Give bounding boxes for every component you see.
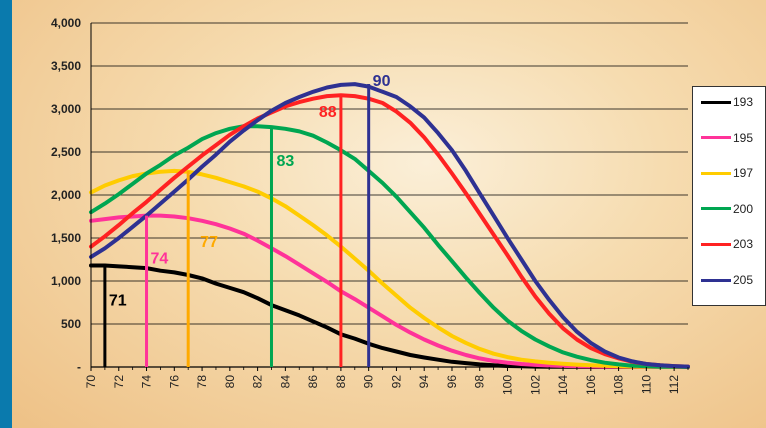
x-tick-label: 72 bbox=[112, 375, 126, 389]
x-tick-label: 70 bbox=[84, 375, 98, 389]
peak-markers: 71 74 77 83 88 90 bbox=[103, 73, 391, 367]
y-tick-label: 4,000 bbox=[51, 16, 81, 30]
legend-item-203: 203 bbox=[701, 236, 753, 252]
x-tick-label: 84 bbox=[278, 375, 292, 389]
legend-swatch bbox=[701, 136, 731, 140]
legend-swatch bbox=[701, 207, 731, 211]
legend-item-205: 205 bbox=[701, 272, 753, 288]
y-tick-label: - bbox=[77, 360, 81, 374]
legend-label: 205 bbox=[733, 273, 754, 287]
legend: 193 195 197 200 203 205 bbox=[692, 86, 766, 306]
x-tick-label: 104 bbox=[556, 375, 570, 395]
x-tick-label: 106 bbox=[584, 375, 598, 395]
legend-item-197: 197 bbox=[701, 165, 753, 181]
legend-swatch bbox=[701, 278, 731, 282]
x-tick-label: 94 bbox=[417, 375, 431, 389]
series-line-203 bbox=[89, 93, 690, 369]
axes: 4,0003,5003,0002,5002,0001,5001,000500-7… bbox=[51, 16, 689, 395]
x-tick-label: 108 bbox=[612, 375, 626, 395]
y-tick-label: 3,500 bbox=[51, 59, 81, 73]
chart-panel bbox=[12, 0, 766, 428]
legend-item-193: 193 bbox=[701, 94, 753, 110]
x-tick-label: 88 bbox=[334, 375, 348, 389]
peak-label-90: 90 bbox=[373, 73, 391, 90]
series-lines bbox=[89, 82, 690, 369]
legend-label: 200 bbox=[733, 201, 754, 216]
x-tick-label: 102 bbox=[528, 375, 542, 395]
x-tick-label: 74 bbox=[140, 375, 154, 389]
x-tick-label: 90 bbox=[362, 375, 376, 389]
peak-label-83: 83 bbox=[276, 153, 294, 170]
y-tick-label: 2,500 bbox=[51, 145, 81, 159]
y-tick-label: 1,000 bbox=[51, 274, 81, 288]
y-tick-label: 1,500 bbox=[51, 231, 81, 245]
x-tick-label: 76 bbox=[167, 375, 181, 389]
y-tick-label: 500 bbox=[61, 317, 81, 331]
x-tick-label: 82 bbox=[251, 375, 265, 389]
legend-label: 195 bbox=[733, 130, 754, 145]
series-line-197 bbox=[89, 168, 690, 369]
x-tick-label: 80 bbox=[223, 375, 237, 389]
peak-label-71: 71 bbox=[109, 293, 127, 310]
x-tick-label: 110 bbox=[639, 375, 653, 394]
y-tick-label: 2,000 bbox=[51, 188, 81, 202]
legend-swatch bbox=[701, 100, 731, 104]
legend-item-200: 200 bbox=[701, 201, 753, 217]
series-line-205 bbox=[89, 82, 690, 369]
legend-label: 203 bbox=[733, 237, 754, 252]
peak-label-88: 88 bbox=[319, 104, 337, 121]
y-tick-label: 3,000 bbox=[51, 102, 81, 116]
series-line-200 bbox=[89, 124, 690, 369]
x-tick-label: 96 bbox=[445, 375, 459, 389]
x-tick-label: 100 bbox=[501, 375, 515, 395]
x-tick-label: 78 bbox=[195, 375, 209, 389]
peak-label-77: 77 bbox=[200, 234, 218, 251]
legend-swatch bbox=[701, 171, 731, 175]
legend-label: 193 bbox=[733, 95, 754, 109]
x-tick-label: 112 bbox=[667, 375, 681, 394]
x-tick-label: 98 bbox=[473, 375, 487, 389]
x-tick-label: 86 bbox=[306, 375, 320, 389]
legend-label: 197 bbox=[733, 166, 754, 181]
peak-label-74: 74 bbox=[151, 251, 169, 268]
legend-item-195: 195 bbox=[701, 130, 753, 146]
legend-swatch bbox=[701, 242, 731, 246]
x-tick-label: 92 bbox=[389, 375, 403, 389]
